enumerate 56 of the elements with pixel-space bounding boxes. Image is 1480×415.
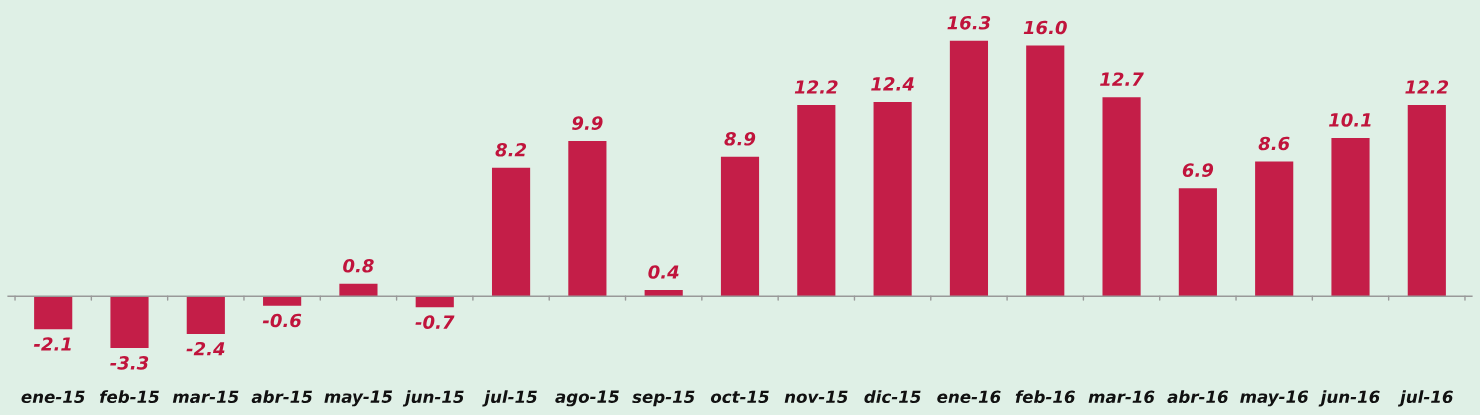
x-tick-label: jul-16 bbox=[1397, 390, 1453, 407]
bar bbox=[186, 296, 225, 334]
data-label: 8.6 bbox=[1258, 136, 1290, 151]
bar bbox=[568, 141, 607, 297]
data-label: 6.9 bbox=[1182, 163, 1214, 177]
x-tick-label: jun-16 bbox=[1318, 390, 1380, 407]
x-tick-label: ene-16 bbox=[937, 390, 1001, 404]
bar bbox=[263, 296, 302, 306]
data-label: 10.1 bbox=[1329, 113, 1371, 127]
data-label: 16.3 bbox=[947, 15, 991, 30]
bar bbox=[415, 296, 454, 308]
data-label: -0.6 bbox=[262, 313, 302, 328]
x-tick-label: nov-15 bbox=[784, 390, 848, 404]
bar bbox=[1102, 97, 1141, 297]
x-tick-label: jun-15 bbox=[402, 390, 464, 407]
data-label: -2.1 bbox=[33, 337, 71, 351]
x-tick-label: feb-15 bbox=[100, 390, 159, 404]
data-label: -0.7 bbox=[415, 315, 455, 329]
bar bbox=[1178, 188, 1217, 297]
x-tick-label: feb-16 bbox=[1015, 390, 1075, 404]
x-tick-label: ago-15 bbox=[555, 390, 619, 407]
data-label: -2.4 bbox=[186, 341, 225, 356]
data-label: 12.4 bbox=[871, 77, 914, 91]
bar bbox=[110, 296, 149, 348]
data-label: 8.2 bbox=[495, 142, 527, 157]
data-label: 12.2 bbox=[794, 80, 838, 94]
bar bbox=[720, 156, 760, 297]
data-label: 0.8 bbox=[343, 258, 374, 273]
bar bbox=[1255, 161, 1294, 297]
bar bbox=[1331, 137, 1370, 297]
data-label: -3.3 bbox=[110, 356, 149, 370]
x-tick-label: abr-15 bbox=[251, 390, 313, 404]
bar bbox=[797, 105, 836, 297]
bar bbox=[339, 283, 378, 297]
x-tick-label: may-15 bbox=[324, 390, 393, 407]
x-tick-label: abr-16 bbox=[1167, 390, 1229, 404]
data-label: 16.0 bbox=[1023, 20, 1067, 35]
x-tick-label: jul-15 bbox=[482, 390, 537, 407]
x-tick-label: sep-15 bbox=[632, 390, 695, 407]
bar bbox=[949, 40, 989, 297]
x-tick-label: mar-15 bbox=[172, 390, 239, 404]
x-tick-label: mar-16 bbox=[1088, 390, 1155, 404]
data-label: 0.4 bbox=[648, 265, 679, 279]
data-label: 12.7 bbox=[1100, 72, 1144, 86]
bar bbox=[1026, 45, 1065, 297]
x-tick-label: dic-15 bbox=[864, 390, 921, 404]
bar bbox=[873, 101, 912, 297]
x-tick-label: oct-15 bbox=[710, 390, 769, 404]
bar bbox=[34, 296, 73, 330]
data-label: 12.2 bbox=[1405, 80, 1449, 94]
x-tick-label: ene-15 bbox=[21, 390, 85, 404]
bar bbox=[1407, 105, 1446, 297]
x-tick-label: may-16 bbox=[1240, 390, 1309, 407]
data-label: 9.9 bbox=[572, 116, 603, 130]
data-label: 8.9 bbox=[724, 131, 756, 146]
bar bbox=[491, 167, 531, 297]
